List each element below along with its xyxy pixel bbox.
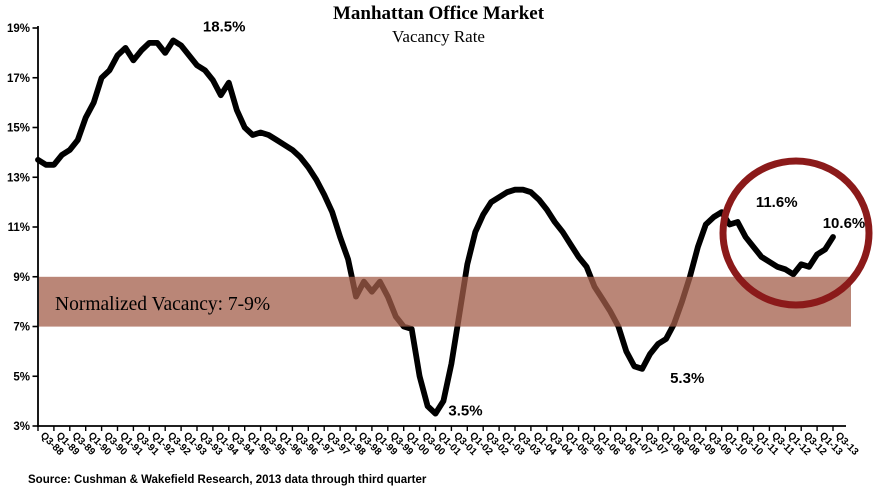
normalized-vacancy-band-rect (39, 276, 851, 327)
annotation-label: 11.6% (756, 194, 798, 211)
y-tick-label: 5% (13, 371, 30, 383)
y-tick-label: 15% (7, 123, 30, 135)
chart-title-block: Manhattan Office Market Vacancy Rate (0, 3, 877, 47)
normalized-vacancy-band: Normalized Vacancy: 7-9% (39, 276, 851, 327)
normalized-vacancy-band-label: Normalized Vacancy: 7-9% (55, 294, 270, 315)
highlight-circle (719, 157, 873, 309)
source-note: Source: Cushman & Wakefield Research, 20… (28, 474, 427, 486)
y-tick-label: 7% (13, 322, 30, 334)
vacancy-rate-series (35, 37, 836, 417)
axes: 3%5%7%9%11%13%15%17%19%Q3-88Q1-89Q3-89Q1… (7, 23, 861, 458)
annotation-labels: 18.5% 3.5% 5.3% 11.6% 10.6% (203, 18, 865, 419)
annotation-label: 10.6% (823, 215, 866, 232)
annotation-label: 3.5% (448, 403, 482, 420)
chart-title: Manhattan Office Market (332, 3, 545, 24)
y-tick-label: 3% (13, 421, 30, 433)
vacancy-rate-line (35, 37, 836, 417)
annotation-label: 18.5% (203, 18, 246, 35)
y-tick-label: 17% (7, 73, 30, 85)
y-tick-label: 9% (13, 272, 30, 284)
chart-subtitle: Vacancy Rate (392, 26, 485, 46)
y-tick-label: 13% (7, 172, 30, 184)
y-tick-label: 19% (7, 23, 30, 35)
y-tick-label: 11% (8, 222, 30, 234)
annotation-label: 5.3% (670, 370, 704, 387)
